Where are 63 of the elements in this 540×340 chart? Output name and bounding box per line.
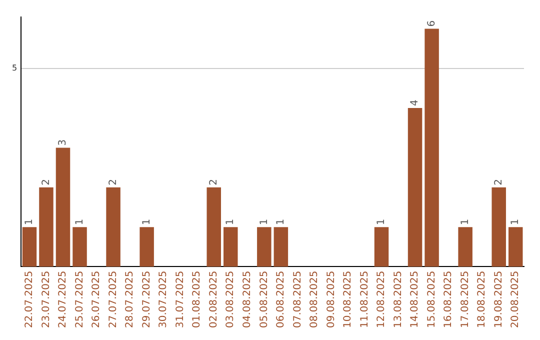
x-tick-label: 28.07.2025 <box>124 270 136 328</box>
x-tick-label: 30.07.2025 <box>158 270 170 328</box>
x-tick-label: 07.08.2025 <box>292 270 304 328</box>
bar <box>224 227 238 267</box>
x-tick-label: 05.08.2025 <box>258 270 270 328</box>
bar <box>274 227 288 267</box>
x-tick-label: 01.08.2025 <box>192 270 203 328</box>
x-tick-label: 20.08.2025 <box>510 270 522 328</box>
data-label: 1 <box>141 218 152 226</box>
bar <box>39 187 54 267</box>
data-label: 2 <box>208 179 220 186</box>
bar <box>140 227 154 267</box>
x-tick-label: 11.08.2025 <box>359 270 370 328</box>
data-label: 2 <box>40 179 52 186</box>
y-tick-label: 5 <box>12 63 18 72</box>
bar <box>106 187 120 267</box>
bar <box>22 227 37 267</box>
x-tick-label: 27.07.2025 <box>108 270 119 328</box>
x-tick-label: 18.08.2025 <box>476 270 488 328</box>
x-tick-label: 23.07.2025 <box>40 270 52 328</box>
bar <box>56 148 70 267</box>
x-tick-label: 25.07.2025 <box>74 270 86 328</box>
x-tick-label: 13.08.2025 <box>392 270 404 328</box>
x-tick-label: 22.07.2025 <box>24 270 36 328</box>
x-tick-label: 14.08.2025 <box>410 270 421 328</box>
data-label: 6 <box>426 20 438 27</box>
x-tick-label: 08.08.2025 <box>309 270 320 328</box>
data-label: 1 <box>225 218 236 226</box>
x-tick-label: 16.08.2025 <box>443 270 454 328</box>
data-label: 1 <box>24 218 36 226</box>
data-label: 1 <box>74 218 86 226</box>
bar <box>374 227 389 267</box>
x-tick-label: 17.08.2025 <box>460 270 471 328</box>
data-label: 4 <box>410 100 421 106</box>
data-label: 1 <box>460 218 471 226</box>
x-tick-label: 24.07.2025 <box>58 270 69 328</box>
x-tick-label: 02.08.2025 <box>208 270 220 328</box>
x-tick-label: 09.08.2025 <box>326 270 337 328</box>
x-tick-label: 12.08.2025 <box>376 270 388 328</box>
data-label: 2 <box>108 179 119 186</box>
x-tick-label: 04.08.2025 <box>242 270 253 328</box>
x-tick-label: 31.07.2025 <box>174 270 186 328</box>
x-tick-label: 26.07.2025 <box>91 270 102 328</box>
x-tick-label: 10.08.2025 <box>342 270 354 328</box>
bar <box>458 227 472 267</box>
data-label: 3 <box>58 139 69 146</box>
x-tick-label: 03.08.2025 <box>225 270 236 328</box>
data-label: 1 <box>258 218 270 226</box>
bar <box>424 28 439 267</box>
x-tick-label: 29.07.2025 <box>141 270 152 328</box>
x-tick-label: 06.08.2025 <box>276 270 287 328</box>
data-label: 1 <box>276 218 287 226</box>
data-label: 1 <box>376 218 388 226</box>
bar <box>508 227 523 267</box>
data-label: 2 <box>493 179 504 186</box>
x-tick-label: 15.08.2025 <box>426 270 438 328</box>
bar <box>408 108 422 267</box>
x-tick-label: 19.08.2025 <box>493 270 504 328</box>
bar <box>257 227 272 267</box>
bar <box>72 227 87 267</box>
bar <box>492 187 506 267</box>
bar <box>206 187 221 267</box>
data-label: 1 <box>510 218 522 226</box>
